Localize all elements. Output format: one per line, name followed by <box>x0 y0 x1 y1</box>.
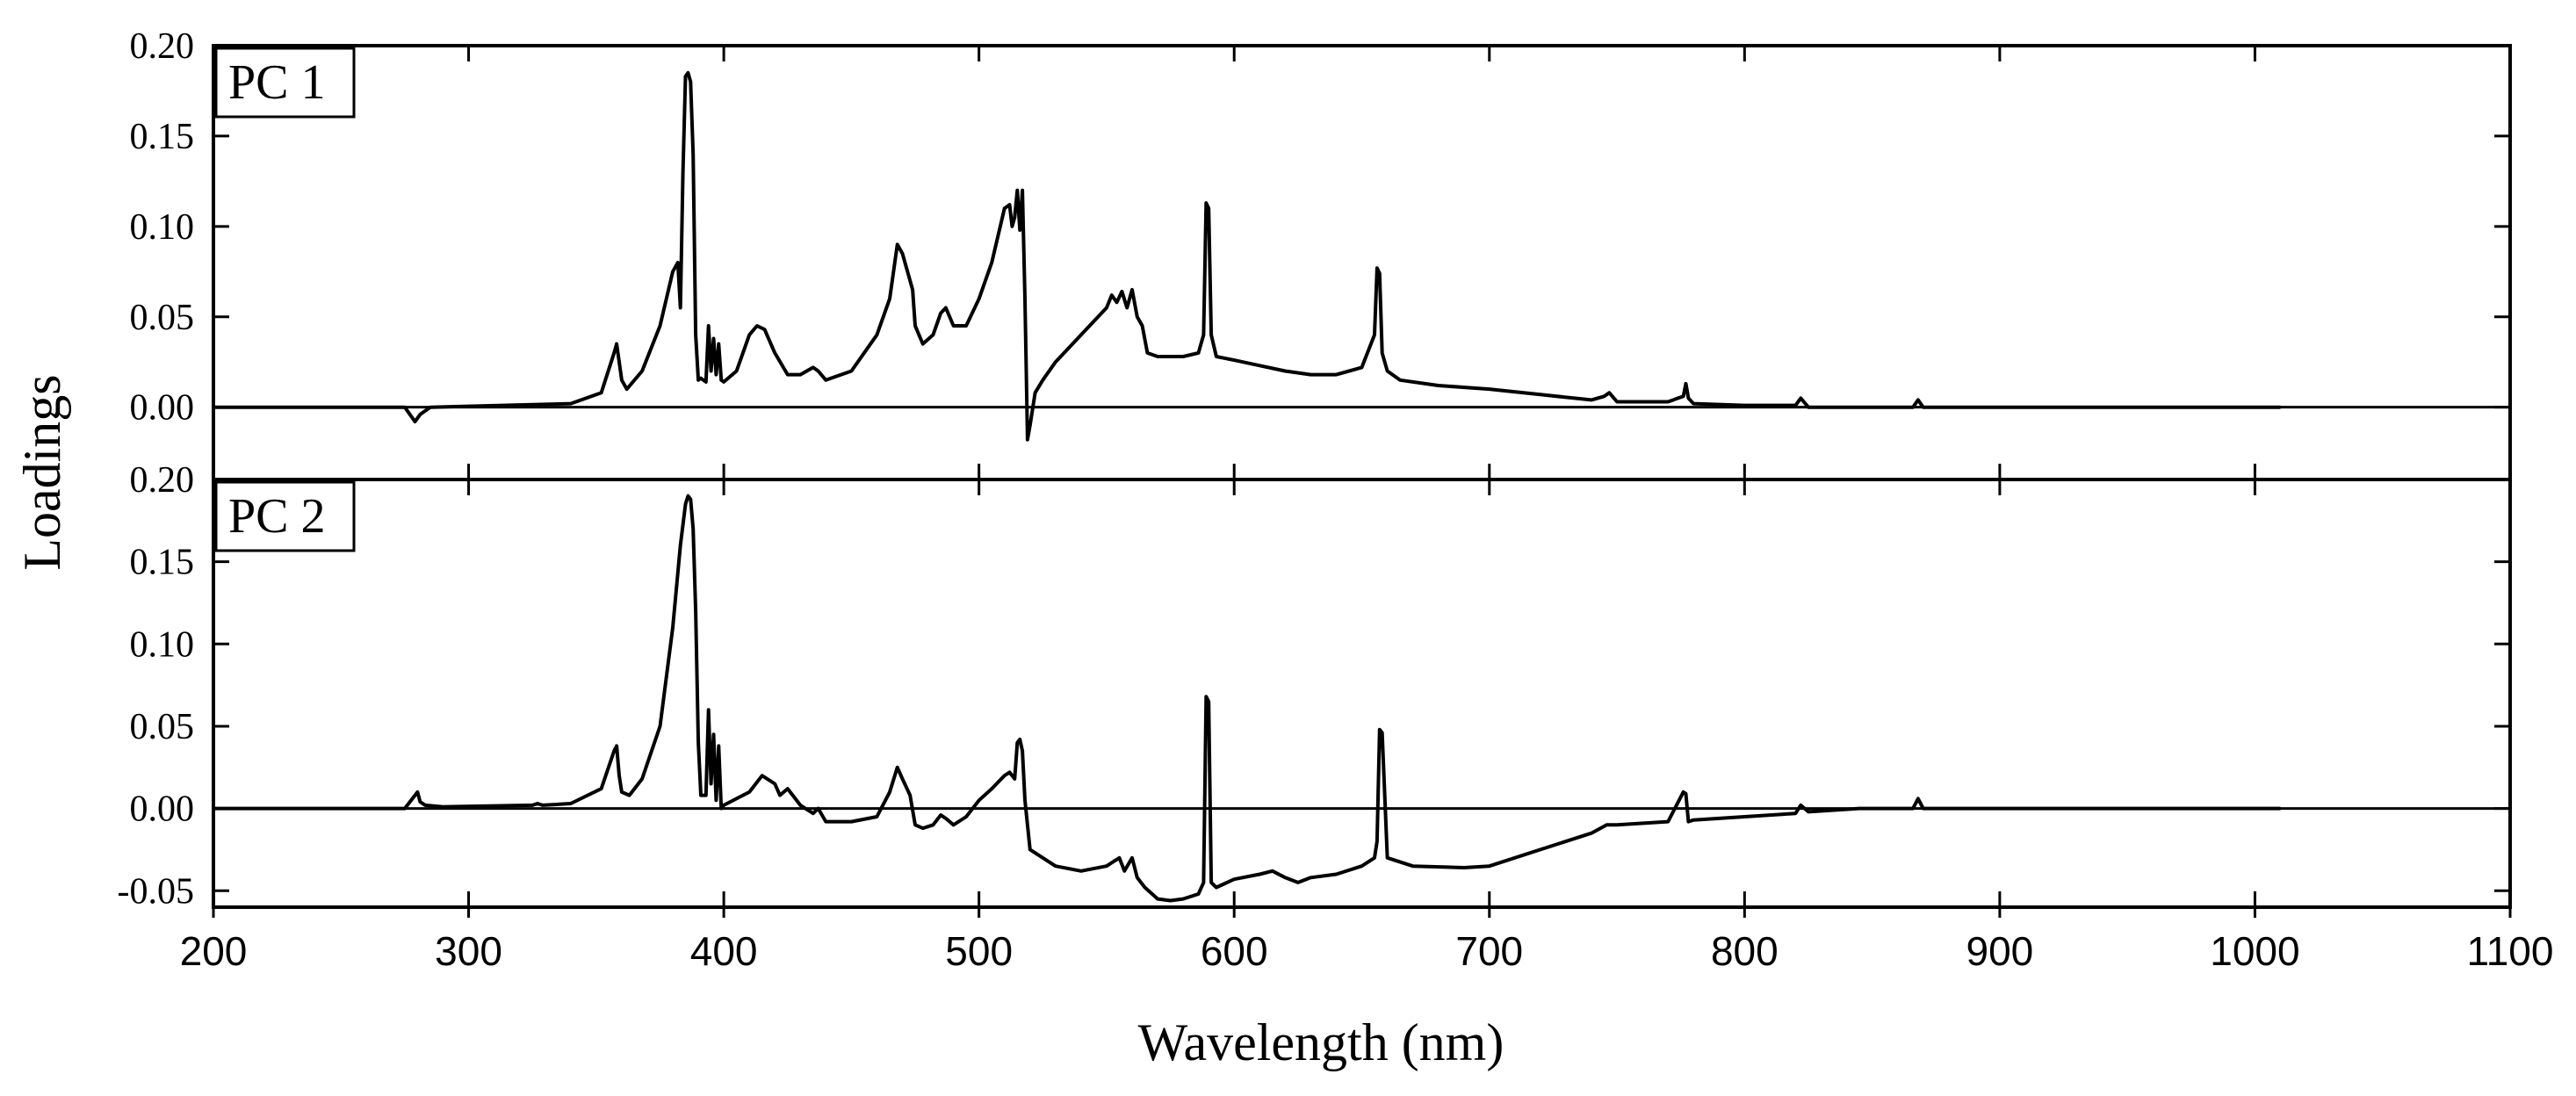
y-tick-label: 0.10 <box>130 624 195 665</box>
x-tick-label: 600 <box>1201 928 1268 974</box>
panel-pc2: -0.05 0.00 0.05 0.10 0.15 0.20 PC 2 <box>118 460 2512 912</box>
y-tick-label: 0.05 <box>130 707 195 747</box>
x-tick-label: 400 <box>690 928 758 974</box>
x-tick-label: 200 <box>180 928 248 974</box>
panel-pc1: 0.00 0.05 0.10 0.15 0.20 PC 1 <box>130 26 2512 481</box>
x-tick-label: 500 <box>945 928 1013 974</box>
y-tick-label: -0.05 <box>118 871 195 912</box>
y-tick-label: 0.15 <box>130 117 195 157</box>
panel-label-box <box>214 480 356 552</box>
x-tick-label: 800 <box>1711 928 1779 974</box>
x-tick-label: 900 <box>1966 928 2034 974</box>
series-line-pc2 <box>213 494 2281 903</box>
y-tick-label: 0.00 <box>130 388 195 429</box>
y-tick-label: 0.10 <box>130 207 195 248</box>
x-tick-label: 1000 <box>2210 928 2299 974</box>
x-axis-ticks: 200 300 400 500 600 700 800 900 1000 1100 <box>180 907 2554 974</box>
x-tick-label: 1100 <box>2467 928 2554 974</box>
y-tick-label: 0.15 <box>130 543 195 583</box>
plot-frame <box>212 478 2512 909</box>
x-tick-label: 700 <box>1455 928 1523 974</box>
y-tick-label: 0.05 <box>130 298 195 338</box>
y-tick-label: 0.20 <box>130 460 195 501</box>
panel-label: PC 2 <box>228 489 326 544</box>
y-tick-label: 0.00 <box>130 790 195 830</box>
series-line-pc1 <box>213 70 2281 442</box>
panel-label: PC 1 <box>228 55 326 110</box>
panel-label-box <box>214 47 356 119</box>
y-axis-title: Loadings <box>13 374 71 570</box>
plot-frame <box>212 44 2512 481</box>
x-axis-title: Wavelength (nm) <box>1138 1013 1504 1071</box>
y-tick-label: 0.20 <box>130 26 195 67</box>
x-tick-label: 300 <box>435 928 502 974</box>
